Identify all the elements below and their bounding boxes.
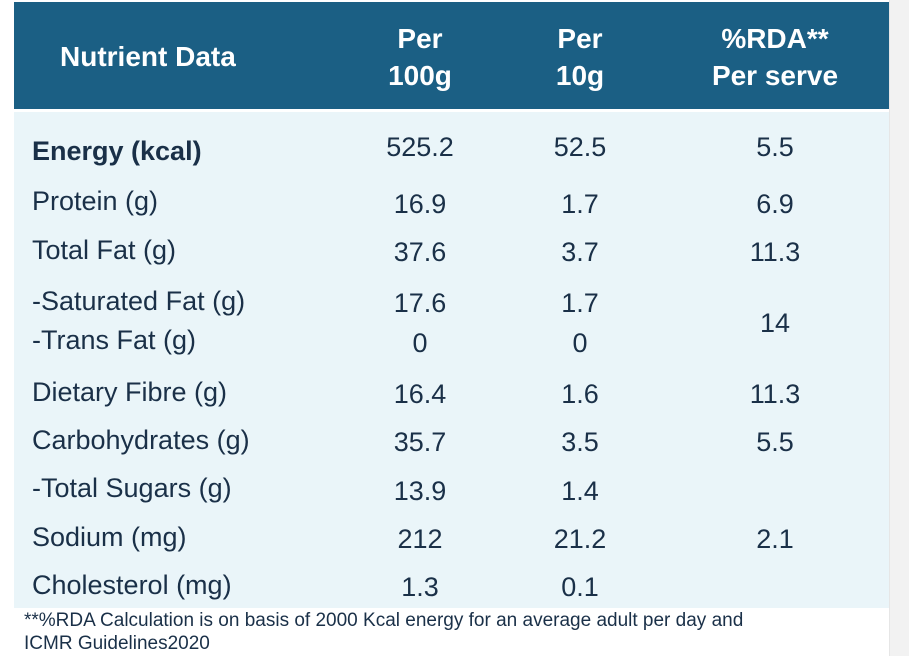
table-header bbox=[14, 2, 889, 109]
row-saturated-fat-per10: 1.7 bbox=[561, 288, 599, 318]
header-per-100g: Per 100g bbox=[350, 20, 490, 94]
row-protein-per100: 16.9 bbox=[393, 189, 447, 219]
header-nutrient-data: Nutrient Data bbox=[60, 41, 236, 72]
row-protein-rda: 6.9 bbox=[756, 189, 794, 219]
header-per-100g-line2: 100g bbox=[388, 60, 452, 91]
row-sodium-name: Sodium (mg) bbox=[32, 522, 187, 552]
row-sodium-per100: 212 bbox=[397, 524, 443, 554]
row-trans-fat-per100: 0 bbox=[412, 328, 428, 358]
row-total-fat-per100: 37.6 bbox=[393, 237, 447, 267]
rda-footnote-line2: ICMR Guidelines2020 bbox=[24, 633, 210, 654]
row-cholesterol-per100: 1.3 bbox=[401, 572, 439, 602]
rda-footnote: **%RDA Calculation is on basis of 2000 K… bbox=[24, 609, 884, 655]
rda-footnote-line1: **%RDA Calculation is on basis of 2000 K… bbox=[24, 610, 744, 631]
row-saturated-fat-name: -Saturated Fat (g) bbox=[32, 286, 246, 316]
row-sodium-per10: 21.2 bbox=[553, 524, 607, 554]
row-cholesterol-per10: 0.1 bbox=[561, 572, 599, 602]
row-trans-fat-per10: 0 bbox=[572, 328, 588, 358]
row-cholesterol-name: Cholesterol (mg) bbox=[32, 570, 232, 600]
row-total-sugars-per10: 1.4 bbox=[561, 476, 599, 506]
header-rda-line2: Per serve bbox=[711, 60, 839, 91]
row-sodium-rda: 2.1 bbox=[756, 524, 794, 554]
row-total-sugars-per100: 13.9 bbox=[393, 476, 447, 506]
row-carbohydrates-per10: 3.5 bbox=[561, 427, 599, 457]
header-rda-per-serve: %RDA** Per serve bbox=[690, 20, 860, 94]
row-energy-per100: 525.2 bbox=[386, 132, 454, 162]
header-per-100g-line1: Per bbox=[397, 23, 443, 54]
row-dietary-fibre-name: Dietary Fibre (g) bbox=[32, 377, 228, 407]
row-carbohydrates-per100: 35.7 bbox=[393, 427, 447, 457]
row-energy-name: Energy (kcal) bbox=[32, 136, 202, 166]
row-total-fat-name: Total Fat (g) bbox=[32, 235, 177, 265]
header-per-10g-line2: 10g bbox=[555, 60, 605, 91]
header-rda-line1: %RDA** bbox=[721, 23, 829, 54]
header-per-10g-line1: Per bbox=[557, 23, 603, 54]
row-total-sugars-name: -Total Sugars (g) bbox=[32, 473, 232, 503]
header-divider bbox=[14, 109, 889, 112]
row-total-fat-per10: 3.7 bbox=[561, 237, 599, 267]
row-protein-per10: 1.7 bbox=[561, 189, 599, 219]
row-saturated-fat-per100: 17.6 bbox=[393, 288, 447, 318]
row-dietary-fibre-per100: 16.4 bbox=[393, 379, 447, 409]
row-dietary-fibre-per10: 1.6 bbox=[561, 379, 599, 409]
row-saturated-trans-fat-rda: 14 bbox=[759, 308, 791, 338]
row-carbohydrates-rda: 5.5 bbox=[756, 427, 794, 457]
row-dietary-fibre-rda: 11.3 bbox=[749, 379, 801, 409]
row-energy-per10: 52.5 bbox=[553, 132, 607, 162]
header-per-10g: Per 10g bbox=[515, 20, 645, 94]
row-trans-fat-name: -Trans Fat (g) bbox=[32, 325, 197, 355]
right-edge-strip bbox=[889, 0, 909, 656]
row-carbohydrates-name: Carbohydrates (g) bbox=[32, 425, 250, 455]
row-total-fat-rda: 11.3 bbox=[749, 237, 801, 267]
row-protein-name: Protein (g) bbox=[32, 186, 159, 216]
row-energy-rda: 5.5 bbox=[756, 132, 794, 162]
